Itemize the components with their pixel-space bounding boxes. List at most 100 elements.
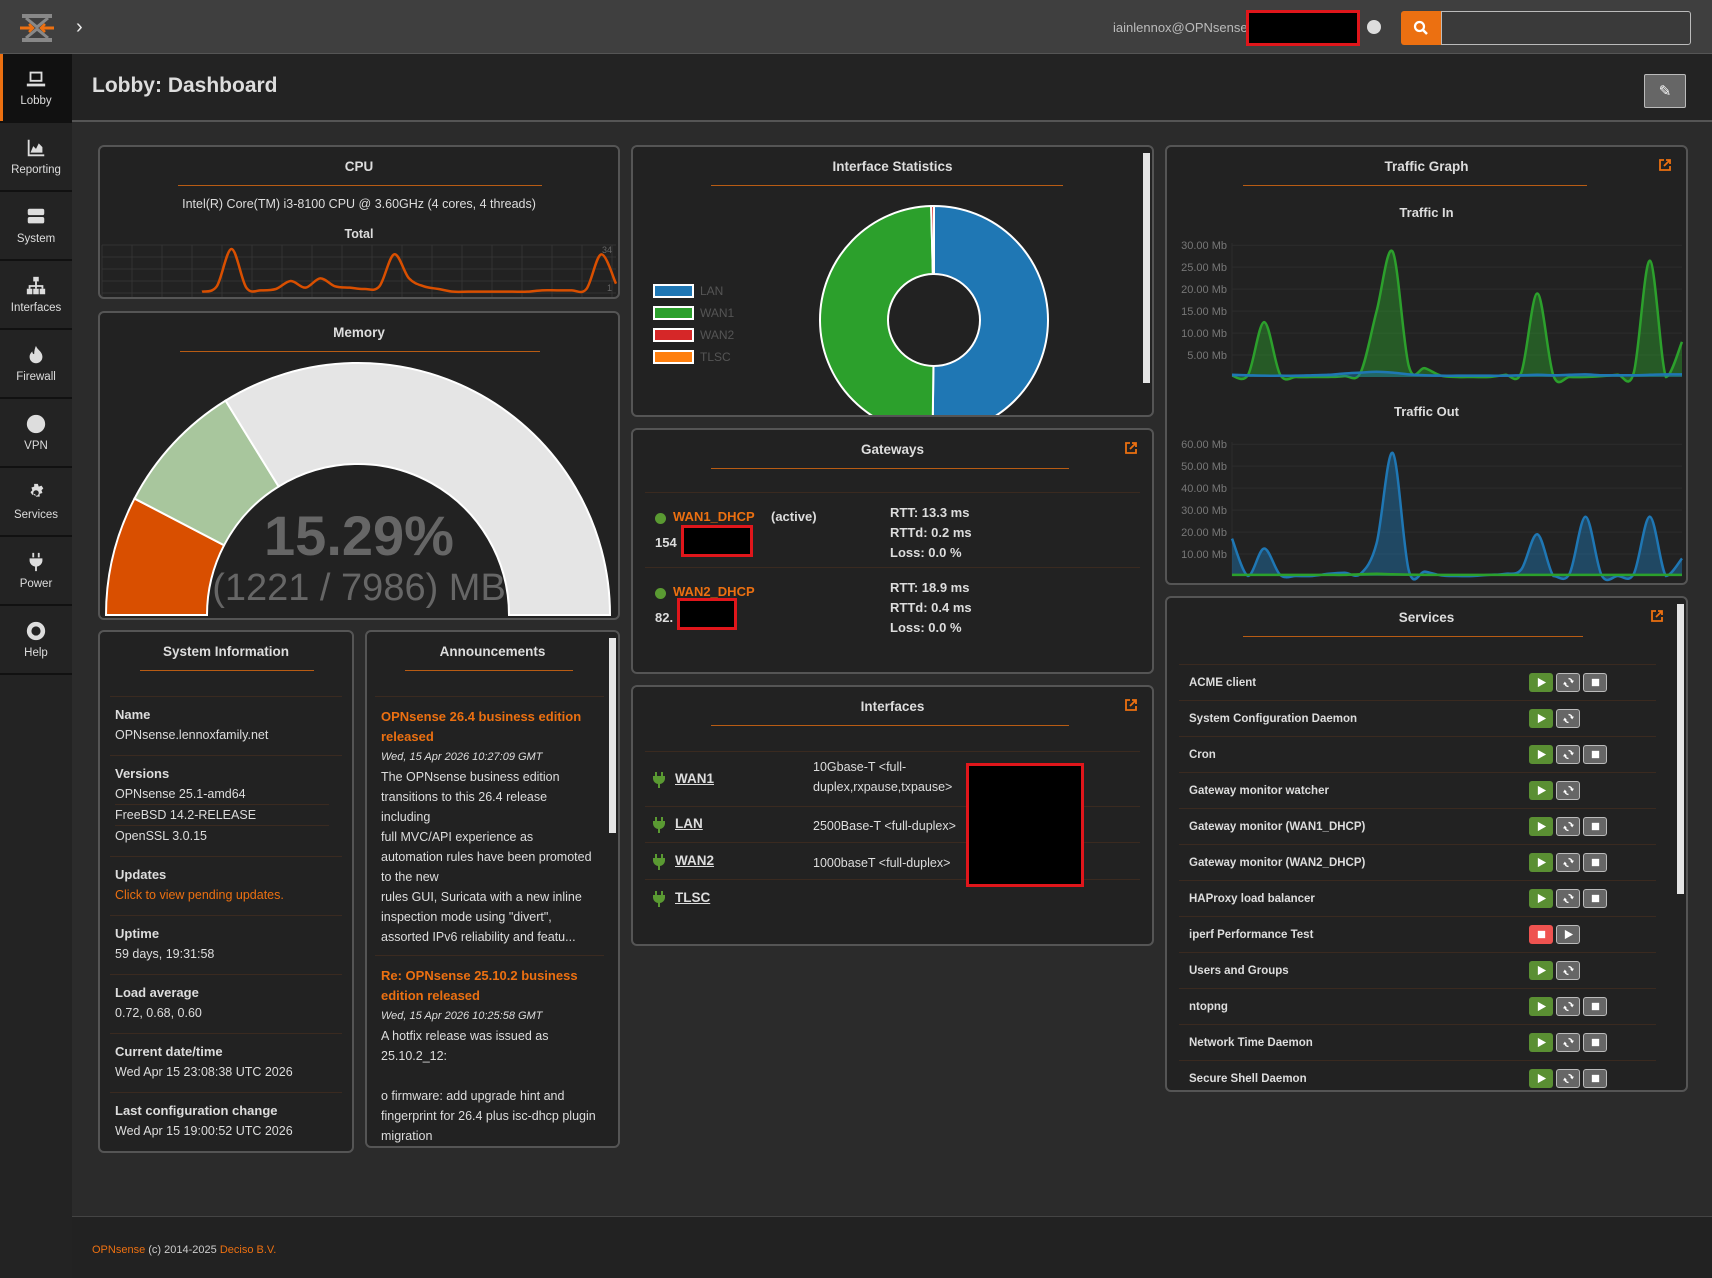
service-restart-button[interactable] [1556, 709, 1580, 728]
sysinfo-value: OPNsense.lennoxfamily.net [115, 728, 269, 742]
sidebar-item-services[interactable]: Services [0, 468, 72, 537]
service-running-status [1529, 781, 1553, 800]
external-link-icon[interactable] [1650, 609, 1664, 623]
service-stop-button[interactable] [1583, 745, 1607, 764]
service-row: iperf Performance Test [1179, 916, 1656, 952]
opnsense-logo[interactable] [18, 12, 56, 44]
widget-title: Memory [333, 325, 385, 340]
service-restart-button[interactable] [1556, 817, 1580, 836]
interface-media: 2500Base-T <full-duplex> [813, 819, 956, 833]
redacted-box [681, 525, 753, 557]
service-stop-button[interactable] [1583, 997, 1607, 1016]
cpu-min-label: 1 [606, 283, 612, 293]
search-input[interactable] [1441, 11, 1691, 45]
y-tick-label: 25.00 Mb [1181, 262, 1227, 274]
sidebar-item-power[interactable]: Power [0, 537, 72, 606]
service-name: ACME client [1189, 676, 1257, 689]
legend-item[interactable]: WAN2 [653, 324, 734, 346]
service-restart-button[interactable] [1556, 1069, 1580, 1088]
external-link-icon[interactable] [1658, 158, 1672, 172]
interface-link[interactable]: WAN1 [675, 770, 715, 786]
footer-brand-link[interactable]: OPNsense [92, 1244, 146, 1256]
cpu-chart [101, 244, 618, 297]
y-tick-label: 60.00 Mb [1181, 439, 1227, 451]
service-name: Cron [1189, 748, 1216, 761]
sysinfo-row: Name OPNsense.lennoxfamily.net [110, 696, 342, 755]
interface-row: TLSC [645, 879, 1140, 916]
service-restart-button[interactable] [1556, 889, 1580, 908]
search-button[interactable] [1401, 11, 1441, 45]
legend-swatch [653, 328, 694, 342]
service-name: Users and Groups [1189, 964, 1289, 977]
donut-slice-wan2[interactable] [930, 204, 935, 276]
sidebar-item-firewall[interactable]: Firewall [0, 330, 72, 399]
service-start-button[interactable] [1556, 925, 1580, 944]
interface-link[interactable]: WAN2 [675, 852, 715, 868]
sidebar-item-lobby[interactable]: Lobby [0, 54, 72, 123]
sidebar-item-vpn[interactable]: VPN [0, 399, 72, 468]
interface-link[interactable]: LAN [675, 816, 703, 831]
scrollbar[interactable] [609, 638, 616, 833]
y-tick-label: 15.00 Mb [1181, 306, 1227, 318]
series-0-area [1232, 452, 1682, 580]
widget-title: Services [1398, 610, 1455, 625]
announcement-item: OPNsense 26.4 business edition released … [375, 696, 604, 955]
sysinfo-row: Versions OPNsense 25.1-amd64 FreeBSD 14.2-… [110, 755, 342, 856]
sysinfo-label: Load average [115, 985, 199, 1000]
sysinfo-value: OPNsense 25.1-amd64 [115, 787, 246, 801]
search-icon [1413, 20, 1428, 35]
service-stop-button[interactable] [1583, 817, 1607, 836]
stop-icon [1591, 822, 1599, 831]
announcement-date: Wed, 15 Apr 2026 10:27:09 GMT [381, 751, 543, 763]
legend-item[interactable]: WAN1 [653, 302, 734, 324]
sidebar-item-label: Power [19, 578, 53, 590]
redacted-box [1246, 10, 1360, 46]
service-restart-button[interactable] [1556, 997, 1580, 1016]
gateway-loss: Loss: 0.0 % [890, 620, 962, 635]
sidebar-item-system[interactable]: System [0, 192, 72, 261]
play-icon [1537, 1037, 1546, 1048]
pending-updates-link[interactable]: Click to view pending updates. [115, 888, 284, 902]
announcement-title-link[interactable]: Re: OPNsense 25.10.2 business edition re… [381, 968, 578, 1003]
legend-item[interactable]: LAN [653, 280, 734, 302]
series-0-line [1231, 249, 1684, 384]
interface-link[interactable]: TLSC [675, 889, 711, 905]
service-restart-button[interactable] [1556, 1033, 1580, 1052]
service-restart-button[interactable] [1556, 781, 1580, 800]
external-link-icon[interactable] [1124, 698, 1138, 712]
announcement-body: A hotfix release was issued as 25.10.2_1… [381, 1029, 596, 1143]
service-restart-button[interactable] [1556, 673, 1580, 692]
service-restart-button[interactable] [1556, 745, 1580, 764]
legend-item[interactable]: TLSC [653, 346, 734, 368]
scrollbar[interactable] [1143, 153, 1150, 383]
sidebar-toggle-chevron-icon[interactable]: › [76, 16, 83, 38]
memory-free-segment [224, 362, 612, 616]
service-stop-button[interactable] [1583, 889, 1607, 908]
external-link-icon[interactable] [1124, 441, 1138, 455]
sidebar-item-interfaces[interactable]: Interfaces [0, 261, 72, 330]
stop-icon [1591, 678, 1599, 687]
plug-icon [29, 552, 43, 572]
service-stop-button[interactable] [1583, 673, 1607, 692]
service-stop-button[interactable] [1583, 853, 1607, 872]
traffic-in-title: Traffic In [1399, 205, 1454, 220]
announcements-widget: Announcements OPNsense 26.4 business edi… [365, 630, 620, 1148]
play-icon [1537, 821, 1546, 832]
service-restart-button[interactable] [1556, 961, 1580, 980]
scrollbar[interactable] [1677, 604, 1684, 894]
memory-detail: (1221 / 7986) MB [212, 567, 506, 609]
edit-dashboard-button[interactable]: ✎ [1644, 74, 1686, 108]
service-stop-button[interactable] [1583, 1069, 1607, 1088]
y-tick-label: 5.00 Mb [1187, 350, 1227, 362]
service-stop-button[interactable] [1583, 1033, 1607, 1052]
service-name: System Configuration Daemon [1189, 712, 1358, 725]
announcement-title-link[interactable]: OPNsense 26.4 business edition released [381, 709, 582, 744]
donut-slice-lan[interactable] [931, 204, 1049, 417]
restart-icon [1562, 1073, 1574, 1084]
donut-slice-wan1[interactable] [819, 205, 935, 417]
sidebar-item-reporting[interactable]: Reporting [0, 123, 72, 192]
sidebar-item-help[interactable]: Help [0, 606, 72, 675]
restart-icon [1562, 821, 1574, 832]
service-restart-button[interactable] [1556, 853, 1580, 872]
footer-company-link[interactable]: Deciso B.V. [219, 1244, 277, 1256]
